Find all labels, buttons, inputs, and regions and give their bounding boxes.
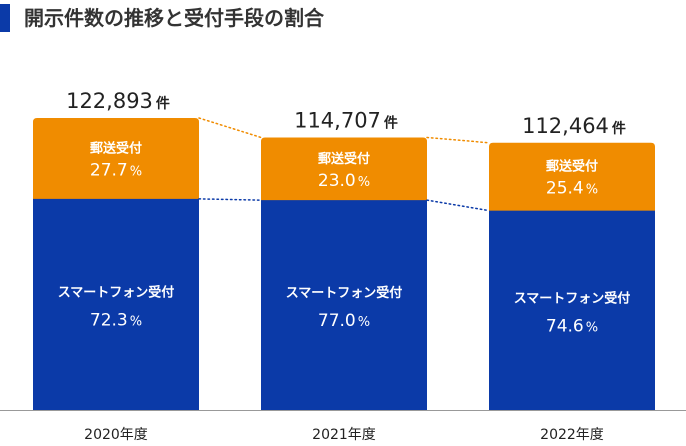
segment-value-smartphone: 72.3% <box>90 310 142 330</box>
segment-label-smartphone: スマートフォン受付 <box>286 285 403 301</box>
segment-value-smartphone: 74.6% <box>546 316 598 336</box>
total-label: 112,464 件 <box>522 114 626 138</box>
bar-segment-yubin <box>33 118 199 200</box>
segment-value-yubin: 25.4% <box>546 179 598 199</box>
segment-label-smartphone: スマートフォン受付 <box>514 290 631 306</box>
segment-label-yubin: 郵送受付 <box>318 151 370 167</box>
total-unit: 件 <box>384 114 398 131</box>
segment-label-smartphone: スマートフォン受付 <box>58 284 175 300</box>
bar-segment-yubin <box>489 142 655 212</box>
bar-segment-smartphone <box>33 198 199 410</box>
segment-label-yubin: 郵送受付 <box>90 140 142 156</box>
segment-value-yubin: 23.0% <box>318 171 370 191</box>
total-value: 114,707 <box>294 108 381 132</box>
category-label: 2021年度 <box>312 427 376 443</box>
total-unit: 件 <box>612 120 626 137</box>
bar-segment-smartphone <box>261 200 427 410</box>
category-label: 2020年度 <box>84 427 148 443</box>
total-label: 114,707 件 <box>294 108 398 132</box>
total-label: 122,893 件 <box>66 89 170 113</box>
bar-segment-smartphone <box>489 210 655 410</box>
title-accent-bar <box>0 4 10 32</box>
segment-value-smartphone: 77.0% <box>318 311 370 331</box>
connector-line-total <box>198 117 262 139</box>
connector-line-smartphone <box>198 198 262 201</box>
connector-line-smartphone <box>426 199 490 212</box>
bar-segment-yubin <box>261 137 427 202</box>
total-value: 112,464 <box>522 114 609 138</box>
total-unit: 件 <box>156 95 170 112</box>
segment-value-yubin: 27.7% <box>90 160 142 180</box>
connector-line-total <box>426 136 490 144</box>
total-value: 122,893 <box>66 89 153 113</box>
category-label: 2022年度 <box>540 427 604 443</box>
segment-label-yubin: 郵送受付 <box>546 159 598 175</box>
chart-title: 開示件数の推移と受付手段の割合 <box>24 6 324 30</box>
